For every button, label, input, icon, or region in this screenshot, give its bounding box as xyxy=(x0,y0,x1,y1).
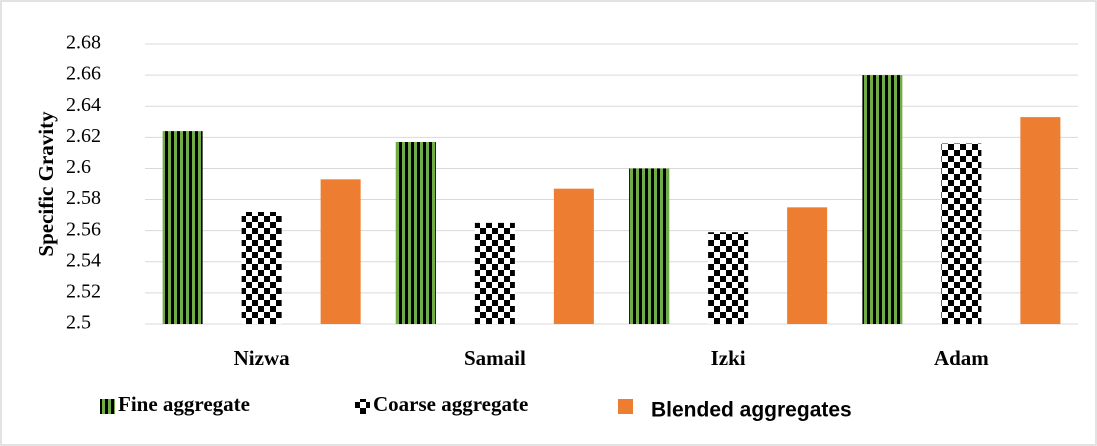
y-tick-label: 2.5 xyxy=(66,312,91,334)
y-tick-label: 2.66 xyxy=(66,63,101,85)
y-tick-label: 2.62 xyxy=(66,125,101,147)
y-tick-label: 2.64 xyxy=(66,94,101,116)
bar xyxy=(862,75,903,324)
bar xyxy=(241,212,282,324)
y-tick-label: 2.58 xyxy=(66,187,101,209)
legend-swatch xyxy=(355,399,370,414)
y-tick-label: 2.68 xyxy=(66,32,101,54)
y-tick-label: 2.54 xyxy=(66,249,101,271)
y-tick-label: 2.6 xyxy=(66,156,91,178)
x-tick-label: Samail xyxy=(464,346,526,370)
bar xyxy=(320,179,361,324)
bar xyxy=(553,188,594,324)
bar xyxy=(395,142,436,324)
bar xyxy=(1020,117,1061,324)
x-tick-label: Izki xyxy=(711,346,746,370)
legend-label: Coarse aggregate xyxy=(373,392,528,416)
bar xyxy=(629,168,670,324)
legend-label: Fine aggregate xyxy=(118,392,250,416)
y-tick-label: 2.56 xyxy=(66,218,101,240)
bar xyxy=(787,207,828,324)
bar xyxy=(941,143,982,324)
x-tick-label: Nizwa xyxy=(234,346,290,370)
bar xyxy=(708,232,749,324)
legend-swatch xyxy=(100,399,115,414)
bar xyxy=(474,222,515,324)
legend-label: Blended aggregates xyxy=(651,399,852,422)
legend-swatch xyxy=(618,399,633,414)
bar xyxy=(162,131,203,324)
y-axis-label: Specific Gravity xyxy=(34,111,58,257)
y-tick-label: 2.52 xyxy=(66,280,101,302)
x-tick-label: Adam xyxy=(934,346,989,370)
